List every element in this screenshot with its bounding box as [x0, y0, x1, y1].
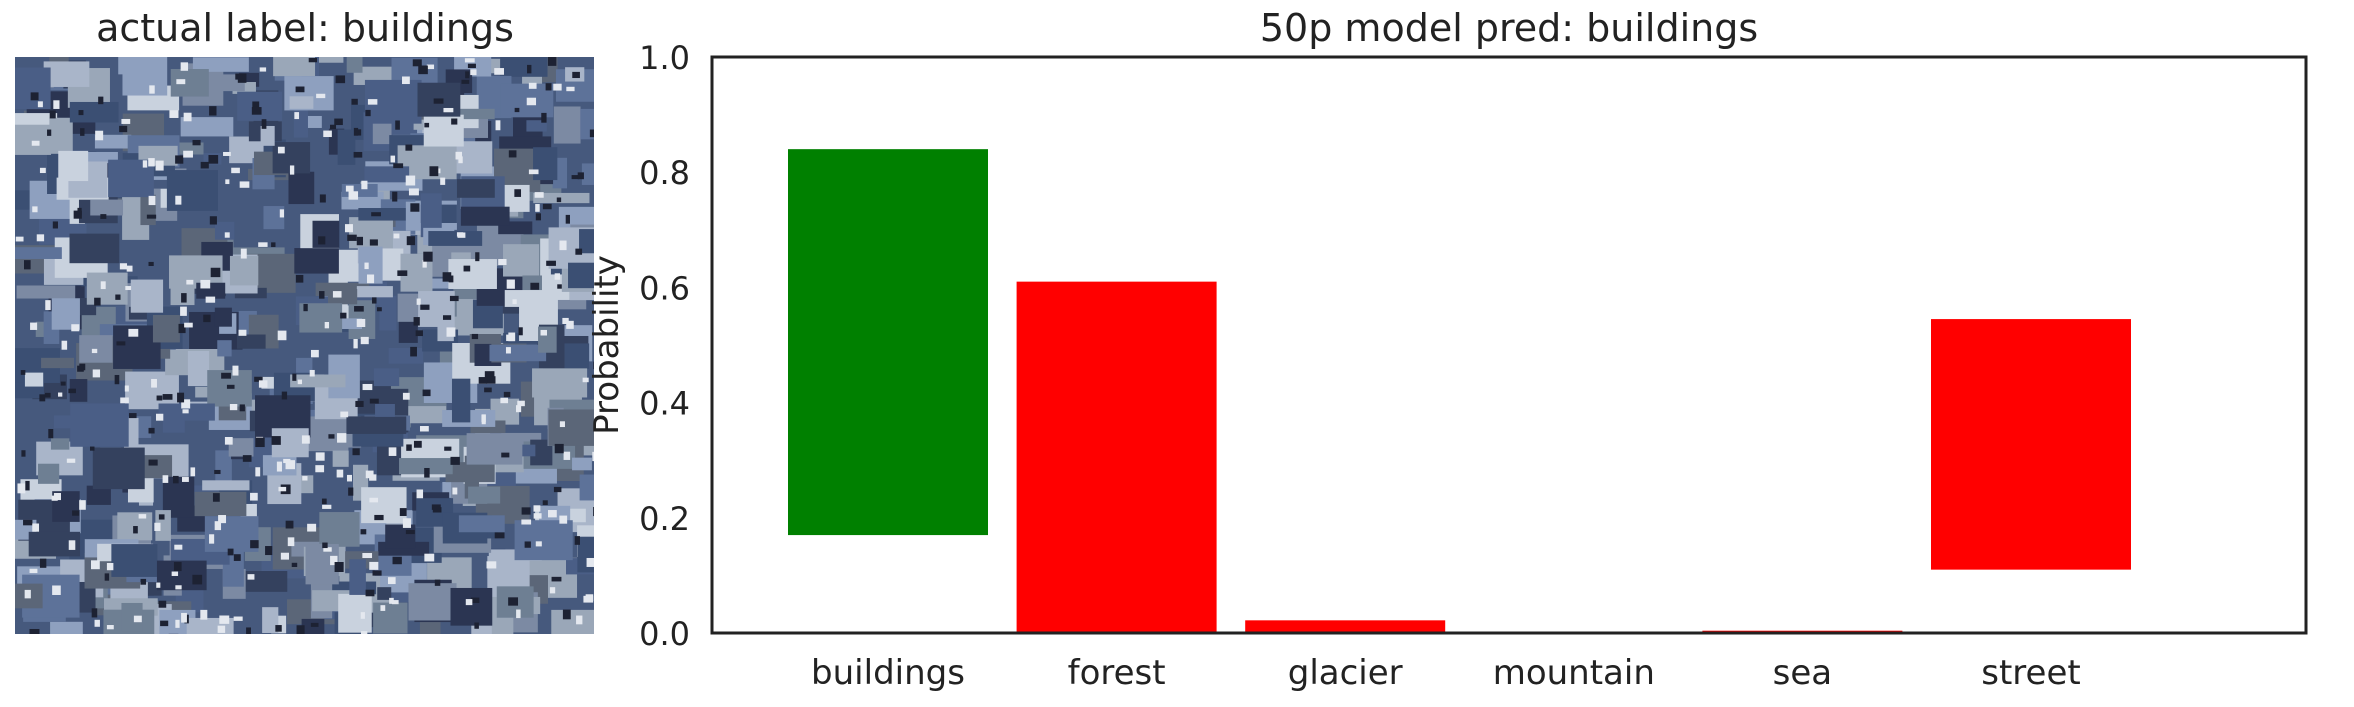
x-tick-label: sea	[1773, 653, 1832, 693]
bar-forest	[1016, 281, 1217, 633]
y-tick-label: 0.6	[639, 269, 690, 307]
sample-image	[15, 57, 594, 634]
buildings-photo	[15, 57, 594, 634]
bar-buildings	[788, 149, 988, 536]
y-tick-label: 0.8	[639, 154, 690, 192]
plot-frame	[710, 55, 2308, 635]
image-title: actual label: buildings	[96, 6, 514, 50]
y-tick-label: 0.0	[639, 615, 690, 653]
chart-title: 50p model pred: buildings	[1259, 6, 1759, 50]
bar-street	[1931, 319, 2131, 570]
x-tick-label: street	[1981, 653, 2080, 693]
y-tick-label: 0.4	[639, 385, 690, 423]
x-tick-label: mountain	[1493, 653, 1655, 693]
y-axis-label: Probability	[587, 255, 627, 435]
y-tick-label: 0.2	[639, 500, 690, 538]
x-tick-label: glacier	[1288, 653, 1403, 693]
y-tick-label: 1.0	[639, 39, 690, 77]
x-tick-label: buildings	[811, 653, 965, 693]
bar-glacier	[1245, 620, 1446, 633]
x-tick-label: forest	[1068, 653, 1166, 693]
